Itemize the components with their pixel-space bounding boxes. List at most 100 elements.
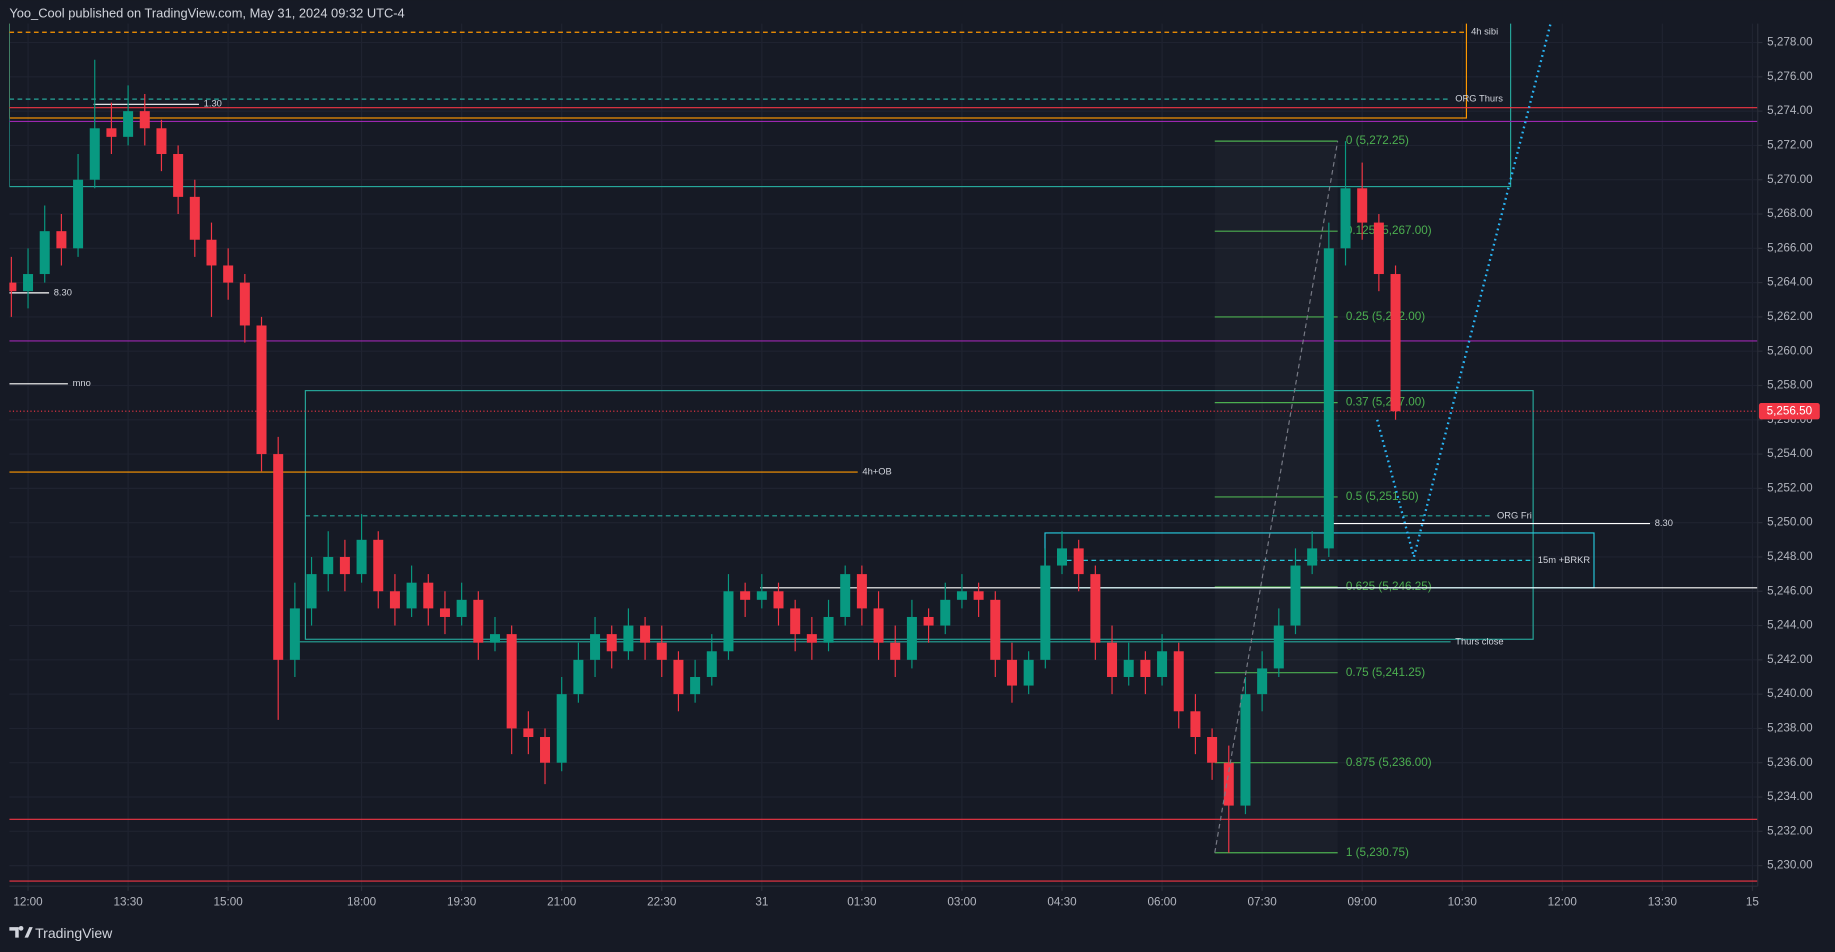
x-tick-label: 12:00 (13, 896, 43, 909)
candle-body (373, 539, 384, 592)
zone-box (9, 23, 1512, 188)
brand-logo (9, 925, 33, 938)
candle-body (973, 591, 984, 600)
candle-body (173, 154, 184, 197)
fib-label: 0 (5,272.25) (1346, 134, 1409, 147)
grid (9, 23, 1758, 887)
candle-body (856, 574, 867, 609)
candle-body (1307, 548, 1318, 566)
candle-body (223, 265, 234, 283)
plot-area: 0 (5,272.25) 0.125 (5,267.00) 0.25 (5,262.… (9, 23, 1758, 882)
candle-body (1257, 668, 1268, 695)
level-label: mno (73, 378, 91, 388)
candle-body (1273, 625, 1284, 669)
y-tick-label: 5,270.00 (1767, 173, 1813, 186)
candle-body (1340, 188, 1351, 249)
level-label: Thurs close (1455, 636, 1503, 646)
candle-body (940, 599, 951, 626)
level-label: 1.30 (204, 99, 222, 109)
candle-body (189, 196, 200, 240)
candle-body (1123, 659, 1134, 677)
x-tick-label: 15 (1746, 896, 1760, 909)
x-tick-label: 06:00 (1147, 896, 1177, 909)
x-tick-label: 03:00 (947, 896, 977, 909)
candle-body (139, 111, 150, 129)
candle-body (1173, 651, 1184, 712)
y-tick-label: 5,250.00 (1767, 516, 1813, 529)
y-tick-label: 5,230.00 (1767, 859, 1813, 872)
last-price-label: 5,256.50 (1767, 404, 1813, 417)
candle-body (1323, 248, 1334, 549)
y-tick-label: 5,276.00 (1767, 70, 1813, 83)
candle-body (1390, 274, 1401, 412)
fib-label: 0.875 (5,236.00) (1346, 756, 1432, 769)
y-tick-label: 5,242.00 (1767, 653, 1813, 666)
candle-body (273, 454, 284, 660)
fib-label: 0.5 (5,251.50) (1346, 490, 1419, 503)
candle-body (706, 651, 717, 677)
candle-body (690, 676, 701, 695)
candle-body (756, 591, 767, 600)
x-tick-label: 13:30 (1648, 896, 1678, 909)
candle-body (256, 325, 267, 455)
candle-body (840, 574, 851, 617)
y-tick-label: 5,254.00 (1767, 447, 1813, 460)
candle-body (906, 616, 917, 660)
candle-body (1373, 222, 1384, 275)
candle-body (1023, 659, 1034, 686)
candle-body (156, 128, 167, 155)
candle-body (9, 282, 17, 292)
candle-body (923, 616, 934, 626)
y-tick-label: 5,278.00 (1767, 36, 1813, 49)
candle-body (1140, 659, 1151, 677)
candle-body (1040, 565, 1051, 660)
y-tick-label: 5,244.00 (1767, 619, 1813, 632)
y-tick-label: 5,246.00 (1767, 584, 1813, 597)
candle-body (406, 582, 417, 609)
candle-body (1207, 737, 1218, 763)
candle-body (523, 728, 534, 738)
candle-body (1240, 694, 1251, 806)
candle-body (473, 599, 484, 643)
candle-body (1057, 548, 1068, 566)
x-tick-label: 15:00 (214, 896, 244, 909)
candle-body (540, 737, 551, 763)
candle-body (323, 556, 334, 575)
candle-body (73, 179, 84, 249)
y-tick-label: 5,258.00 (1767, 379, 1813, 392)
candle-body (339, 556, 350, 575)
y-tick-label: 5,262.00 (1767, 310, 1813, 323)
candle-body (489, 634, 500, 643)
level-label: 15m +BRKR (1538, 555, 1591, 565)
level-label: ORG Thurs (1455, 94, 1503, 104)
y-tick-label: 5,238.00 (1767, 722, 1813, 735)
x-tick-label: 01:30 (847, 896, 877, 909)
last-price-badge (1758, 403, 1820, 420)
y-tick-label: 5,234.00 (1767, 790, 1813, 803)
candle-body (389, 591, 400, 609)
candle-body (573, 659, 584, 695)
candle-body (239, 282, 250, 326)
y-tick-label: 5,252.00 (1767, 481, 1813, 494)
candle-body (673, 659, 684, 695)
fib-label: 0.37 (5,257.00) (1346, 396, 1425, 409)
zone-box (9, 23, 1468, 119)
header: Yoo_Cool published on TradingView.com, M… (9, 6, 404, 21)
candle-body (506, 634, 517, 729)
candle-body (1006, 659, 1017, 686)
candle-body (1107, 642, 1118, 677)
candle-body (289, 608, 300, 660)
x-tick-label: 21:00 (547, 896, 577, 909)
candle-body (590, 634, 601, 660)
candle-body (1223, 762, 1234, 806)
x-tick-label: 31 (755, 896, 768, 909)
fib-label: 0.125 (5,267.00) (1346, 224, 1432, 237)
candle-body (39, 231, 50, 275)
x-tick-label: 18:00 (347, 896, 377, 909)
candle-body (1290, 565, 1301, 626)
trend-line (1214, 141, 1339, 853)
y-tick-label: 5,266.00 (1767, 241, 1813, 254)
y-tick-label: 5,272.00 (1767, 139, 1813, 152)
